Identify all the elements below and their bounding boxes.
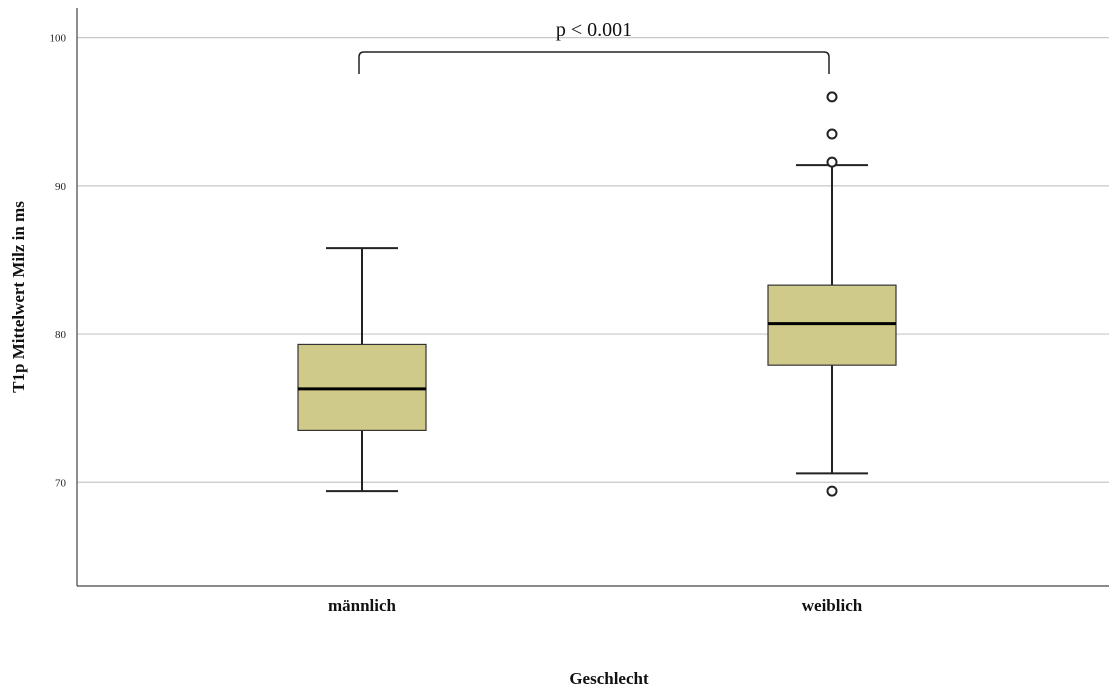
annotations: p < 0.001	[358, 19, 830, 74]
outlier-point	[826, 485, 838, 497]
p-value-label: p < 0.001	[556, 19, 632, 41]
y-axis-title: T1p Mittelwert Milz in ms	[9, 201, 28, 393]
outlier-point	[826, 156, 838, 168]
x-axis-title: Geschlecht	[569, 669, 649, 687]
outlier-point	[826, 91, 838, 103]
y-tick-label: 100	[50, 33, 67, 45]
box-weiblich	[767, 91, 897, 497]
y-tick-label: 90	[55, 181, 67, 193]
box-männlich	[297, 247, 427, 493]
x-tick-label: männlich	[328, 596, 397, 615]
x-tick-label: weiblich	[802, 596, 863, 615]
axes: 70 80 90 100 männlich weiblich	[50, 8, 1109, 615]
boxes	[297, 91, 897, 497]
y-tick-label: 70	[55, 477, 67, 489]
grid-lines	[77, 37, 1109, 483]
outlier-point	[826, 128, 838, 140]
y-tick-label: 80	[55, 329, 67, 341]
significance-bracket	[358, 51, 830, 74]
